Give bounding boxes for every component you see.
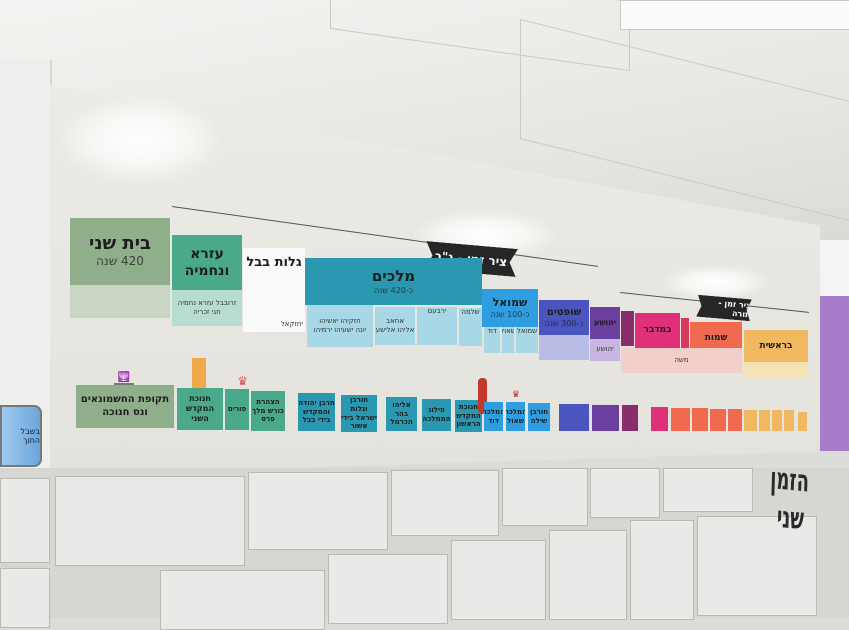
event-purim: פורים	[225, 389, 249, 430]
period-people: חזקיהו יאשיהו יונה ישעיהו ירמיהו	[307, 305, 373, 347]
person: חזקיהו יאשיהו	[319, 316, 361, 325]
period-ezra-nehemiah: עזרא ונחמיה	[172, 235, 242, 290]
period-title: במדבר	[643, 325, 672, 336]
person: יחזקאל	[280, 320, 303, 329]
period-title: שופטים	[546, 307, 582, 319]
period-years: 420 שנה	[96, 253, 144, 268]
event-box	[692, 408, 708, 431]
event-box	[759, 410, 770, 431]
person: דוד	[484, 327, 500, 353]
person: אחאב	[386, 316, 404, 325]
period-judges: שופטים כ-300 שנה	[539, 300, 589, 335]
wall-lettering: הזמן שני	[769, 461, 810, 539]
menorah-icon: 🕎	[114, 372, 134, 385]
period-sub-box	[744, 362, 808, 378]
period-kings: מלכים כ-420 שנה	[305, 258, 482, 305]
event-elijah-carmel: אליהו בהר הכרמל	[386, 397, 417, 431]
person: יהושע	[590, 339, 620, 361]
period-samuel: שמואל כ-100 שנה	[482, 289, 538, 327]
event-judah-destruction: חרבן יהודה והמקדש בידי בבל	[298, 393, 335, 431]
period-babylonian-exile: גלות בבל	[243, 248, 305, 332]
light-glare	[55, 95, 225, 185]
person: ירבעם	[417, 307, 457, 345]
period-years: כ-100 שנה	[490, 309, 530, 319]
event-cyrus-declaration: הצהרת כורש מלך פרס	[251, 391, 285, 431]
period-years: כ-420 שנה	[373, 285, 414, 295]
event-second-temple-dedication: חנוכת המקדש השני	[177, 388, 223, 430]
person: שמואל	[516, 327, 538, 353]
harp-icon	[478, 378, 487, 414]
person: חגי זכריה	[193, 308, 221, 316]
event-first-temple-dedication: חנוכת המקדש הראשון	[455, 400, 482, 432]
period-second-temple: בית שני 420 שנה	[70, 218, 170, 285]
person: יונה ישעיהו ירמיהו	[313, 326, 367, 334]
wall-lettering-line: הזמן	[769, 461, 810, 500]
period-small-box	[681, 318, 689, 350]
period-title: שמואל	[492, 296, 528, 310]
period-title: גלות בבל	[246, 255, 302, 270]
event-joshua-box	[592, 405, 619, 431]
event-box	[622, 405, 638, 431]
period-years: כ-300 שנה	[544, 318, 584, 328]
event-saul-crowned: המלכת שאול	[506, 402, 525, 431]
event-box	[784, 410, 794, 431]
period-numbers: במדבר	[635, 313, 680, 348]
banner-torah-timeline: ציר זמן - תורה	[696, 295, 752, 322]
period-title: בית שני	[89, 233, 151, 255]
person: משה	[621, 348, 742, 373]
event-kingdom-split: פילוג הממלכה	[422, 399, 451, 431]
person: אליהו אלישע	[375, 326, 415, 334]
period-sub-box	[539, 335, 589, 360]
crown-icon: ♛	[511, 390, 520, 400]
event-box	[772, 410, 782, 431]
event-hasmonean: תקופת החשמונאים ונס חנוכה	[76, 385, 174, 428]
temple-icon	[192, 358, 206, 388]
period-joshua: יהושע	[590, 307, 620, 339]
ceiling-light	[620, 0, 849, 30]
period-small-box	[621, 311, 634, 346]
event-box	[728, 409, 742, 431]
event-israel-exile: חורבן וגלות ישראל בידי אשור	[341, 395, 377, 432]
event-shiloh-destruction: חורבן שילה	[528, 403, 550, 431]
period-title: מלכים	[371, 267, 416, 286]
event-box	[798, 412, 807, 431]
period-title: שמות	[704, 333, 728, 344]
person: שלמה	[459, 308, 482, 346]
event-box	[710, 409, 726, 431]
period-title: יהושע	[594, 318, 616, 328]
light-glare	[660, 265, 770, 300]
event-box	[651, 407, 668, 431]
person: זרובבל עזרא נחמיה	[177, 298, 237, 307]
tiled-wainscot	[0, 468, 849, 630]
person: שאול	[502, 327, 514, 353]
event-judges-box	[559, 404, 589, 431]
period-sub-box	[70, 285, 170, 318]
room-sign: בשבל התוך	[0, 405, 42, 467]
event-box	[671, 408, 690, 431]
period-title: בראשית	[759, 340, 793, 351]
event-david-crowned: המלכת דוד	[484, 402, 503, 431]
crown-icon: ♛	[237, 374, 248, 388]
wall-lettering-line: שני	[776, 499, 805, 537]
period-genesis: בראשית	[744, 330, 808, 362]
period-title: עזרא ונחמיה	[184, 246, 230, 279]
event-box	[744, 410, 757, 431]
period-people: זרובבל עזרא נחמיה חגי זכריה	[172, 290, 242, 326]
right-column	[818, 240, 849, 300]
period-people: אחאב אליהו אלישע	[375, 307, 415, 345]
